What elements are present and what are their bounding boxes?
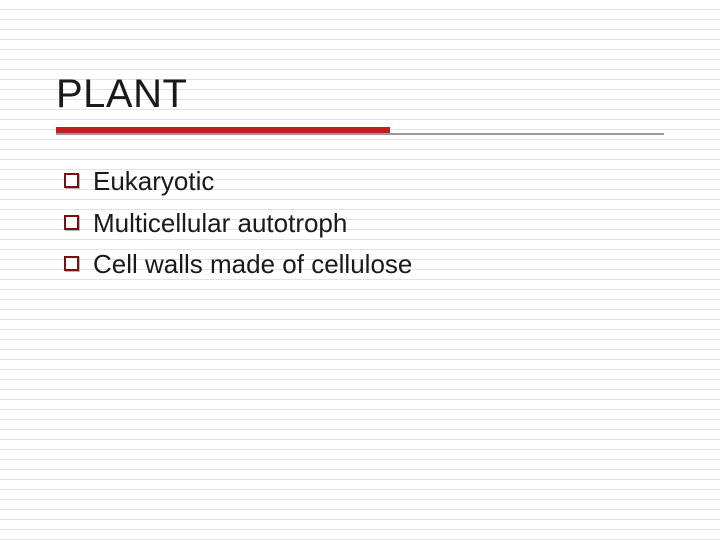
bullet-list: Eukaryotic Multicellular autotroph Cell … <box>56 163 664 284</box>
slide-content: PLANT Eukaryotic Multicellular autotroph… <box>0 0 720 284</box>
list-item-text: Eukaryotic <box>93 163 214 201</box>
list-item: Eukaryotic <box>64 163 664 201</box>
title-underline <box>56 127 664 135</box>
list-item-text: Multicellular autotroph <box>93 205 347 243</box>
square-bullet-icon <box>64 173 79 188</box>
slide-title: PLANT <box>56 72 664 117</box>
square-bullet-icon <box>64 256 79 271</box>
square-bullet-icon <box>64 215 79 230</box>
list-item: Cell walls made of cellulose <box>64 246 664 284</box>
list-item-text: Cell walls made of cellulose <box>93 246 412 284</box>
list-item: Multicellular autotroph <box>64 205 664 243</box>
title-underline-grey <box>56 133 664 135</box>
